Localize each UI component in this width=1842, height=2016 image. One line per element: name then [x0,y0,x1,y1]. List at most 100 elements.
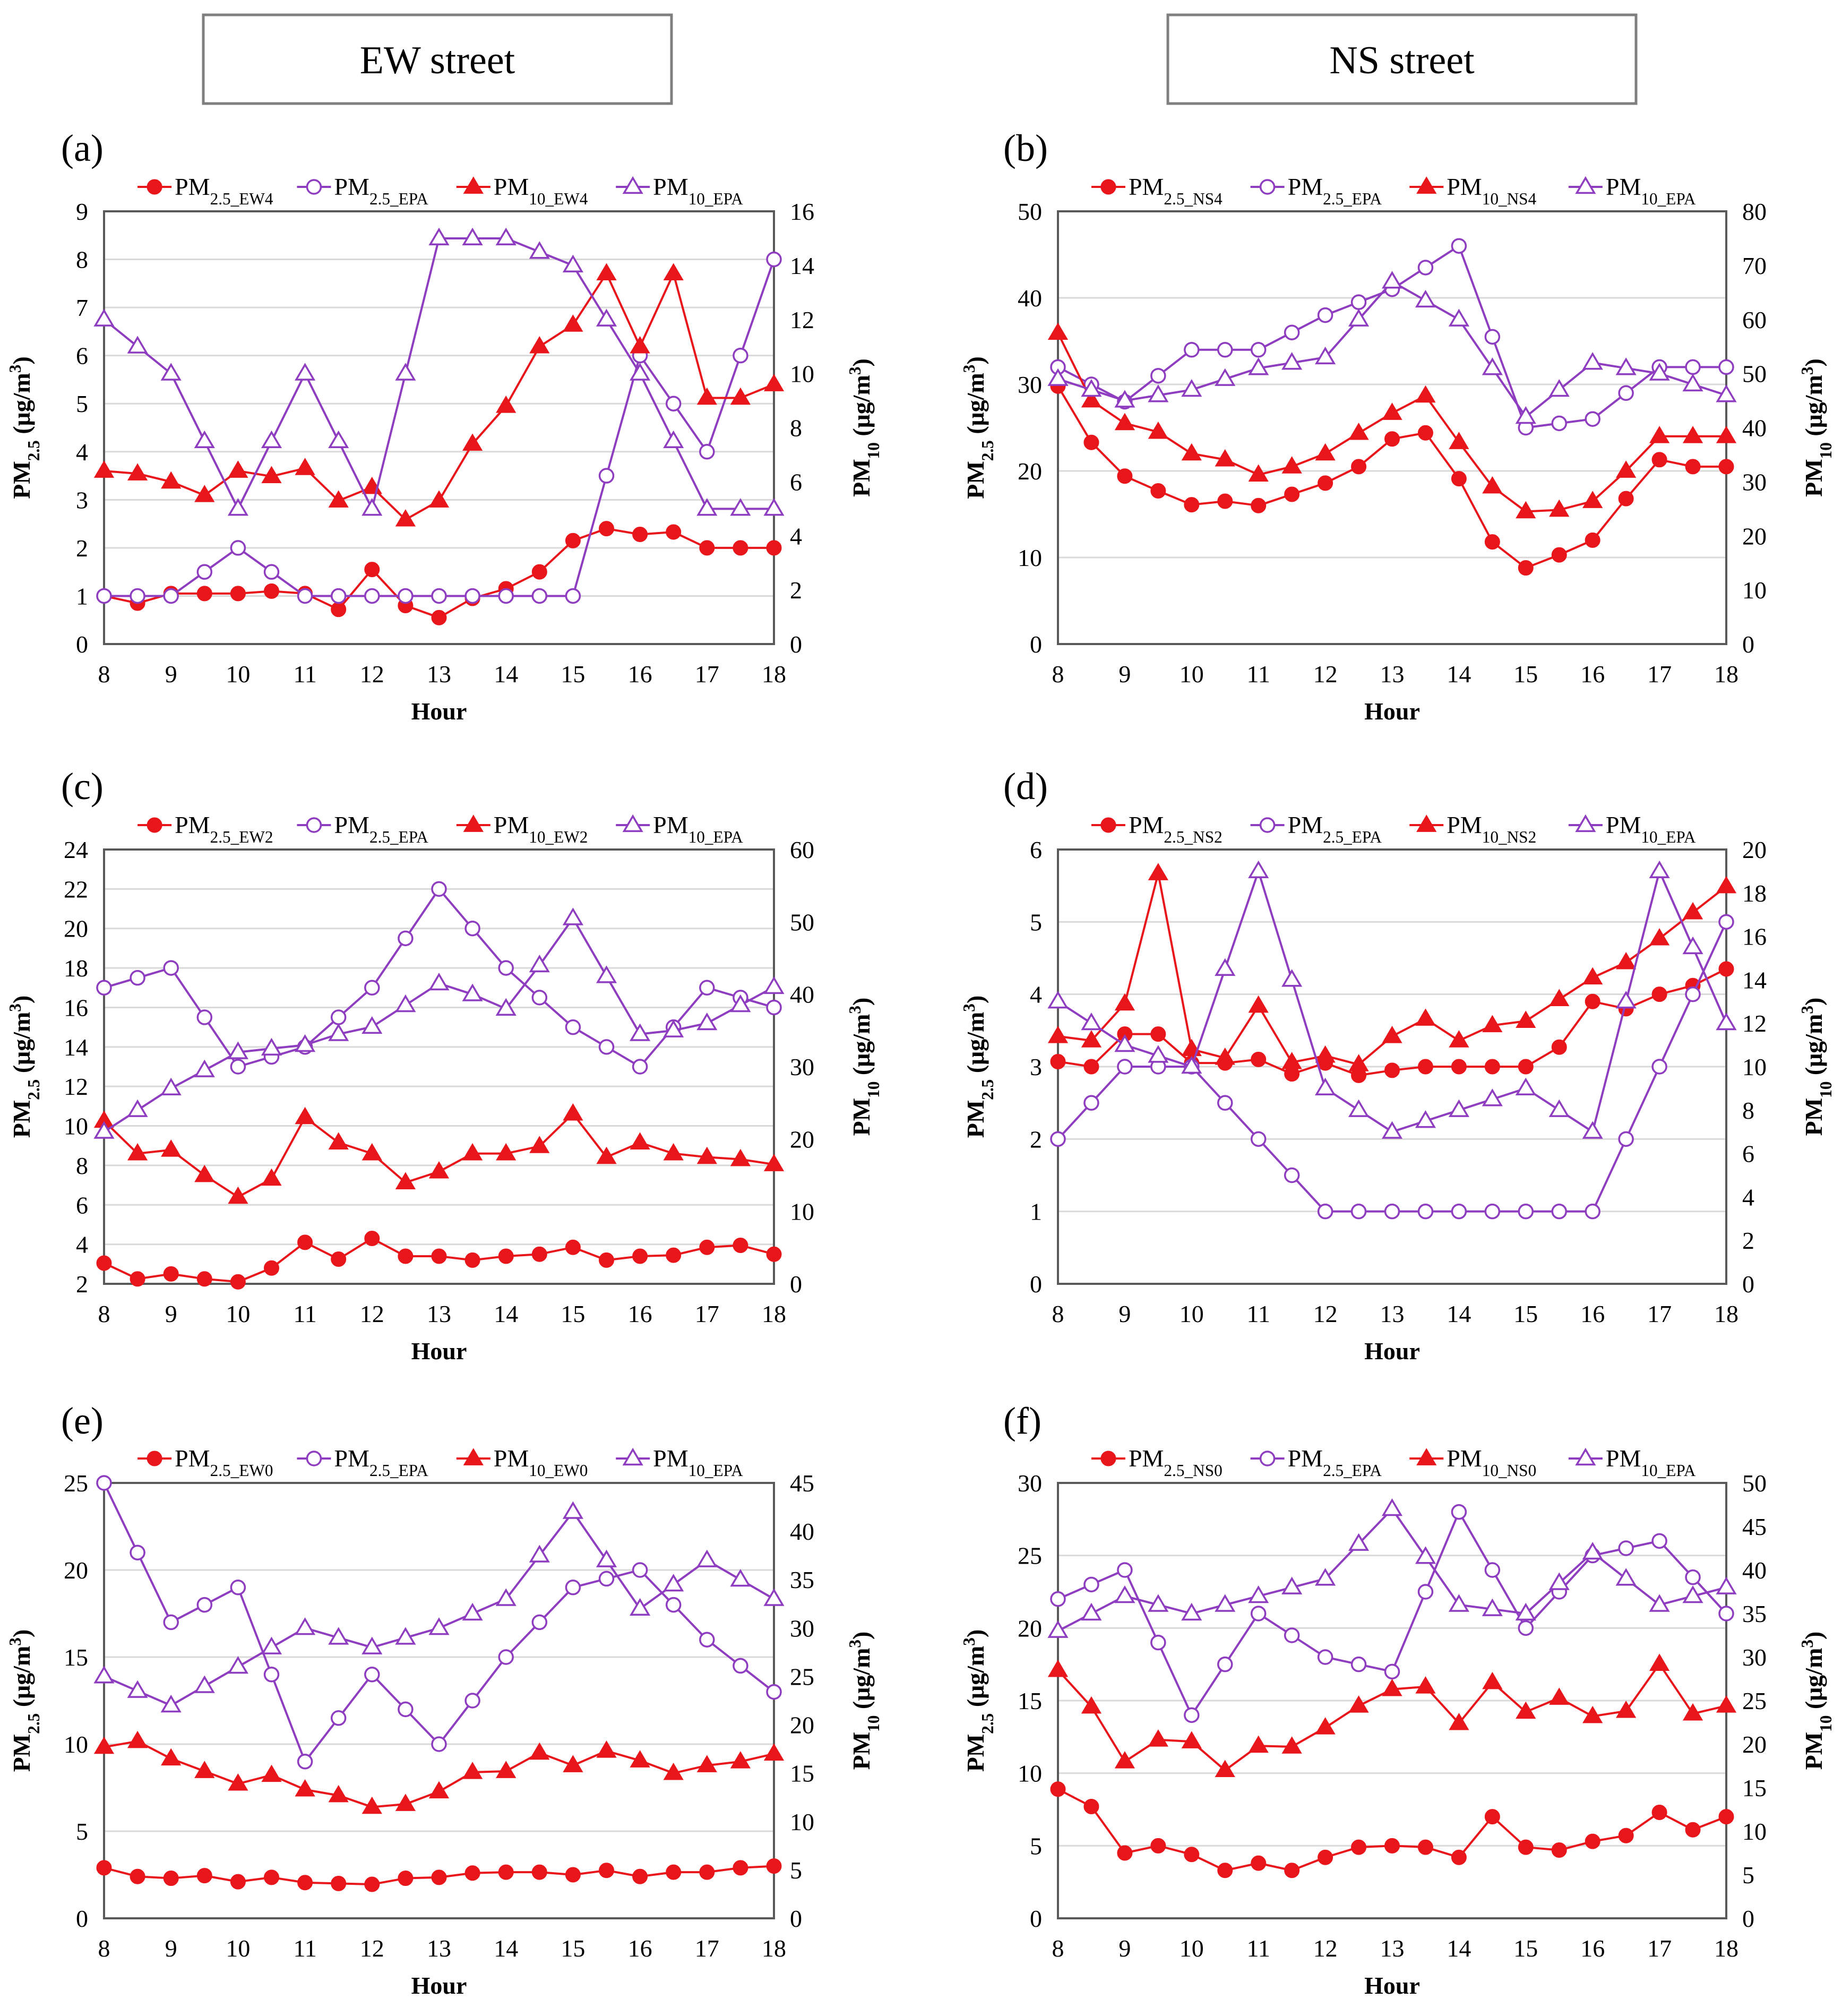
data-point [1384,1663,1400,1680]
data-point [1047,368,1069,386]
x-tick-label: 17 [695,1935,719,1962]
x-axis-title: Hour [411,1337,467,1365]
series-PM2.5_NS4 [1050,378,1734,576]
y2-tick-label: 45 [790,1470,814,1497]
data-point [127,1730,148,1748]
y2-tick-label: 14 [1742,966,1767,993]
data-point [1417,1584,1434,1600]
y2-tick-label: 40 [1742,1557,1767,1584]
y2-axis-title: PM10 (μg/m3) [846,358,883,497]
data-point [1315,443,1336,461]
y1-tick-label: 0 [1030,1271,1042,1298]
data-point [161,471,182,489]
data-point [766,1246,782,1262]
x-tick-label: 14 [494,1300,518,1327]
data-point [763,1743,785,1761]
data-point [462,1602,483,1621]
y2-tick-label: 5 [790,1857,802,1884]
y2-tick-label: 35 [1742,1600,1767,1627]
series-PM10_NS2 [1047,863,1737,1071]
data-point [295,1106,315,1125]
legend-marker [1259,817,1276,833]
data-point [196,1009,213,1025]
data-point [1551,1842,1567,1858]
data-point [1281,1736,1302,1754]
y1-tick-label: 25 [1018,1542,1042,1569]
legend-label: PM10_EPA [1606,811,1696,846]
y2-tick-label: 10 [1742,1053,1767,1080]
x-tick-label: 14 [1447,1935,1471,1962]
data-point [364,588,380,604]
data-point [663,430,684,449]
y1-axis-title: PM2.5 (μg/m3) [960,996,997,1138]
data-point [1582,1121,1603,1139]
series-PM10_EPA [1047,271,1737,424]
data-point [529,1742,550,1760]
data-point [196,564,213,580]
data-point [1516,1010,1536,1028]
data-point [1348,1054,1369,1071]
y2-tick-label: 35 [790,1566,814,1593]
y2-tick-label: 20 [1742,836,1767,863]
legend-label: PM2.5_EPA [334,1445,428,1480]
data-point [531,1246,547,1262]
legend-item-PM10_EW0: PM10_EW0 [456,1445,588,1480]
data-point [161,1748,182,1766]
y1-tick-label: 8 [76,246,88,273]
data-point [395,509,416,527]
data-point [630,1750,650,1768]
data-point [1618,1540,1634,1556]
legend-label: PM2.5_NS0 [1129,1445,1223,1480]
y2-tick-label: 4 [1742,1183,1754,1211]
data-point [230,1274,246,1290]
data-point [1250,1131,1267,1147]
data-point [1351,1839,1367,1855]
data-point [1651,1059,1667,1075]
y1-tick-label: 4 [76,439,88,466]
series-PM10_EW4 [93,263,785,527]
data-point [1284,1863,1300,1878]
data-point [1148,421,1168,439]
data-point [1284,1627,1300,1643]
data-point [763,498,785,516]
x-tick-label: 13 [427,1935,451,1962]
data-point [1449,1712,1469,1730]
legend-marker [1100,179,1116,195]
data-point [529,1545,550,1563]
data-point [431,1248,447,1264]
x-tick-label: 11 [1247,1935,1270,1962]
legend-item-PM10_NS2: PM10_NS2 [1409,811,1536,846]
data-point [562,907,583,925]
data-point [1451,238,1467,254]
x-tick-label: 16 [1580,1935,1605,1962]
data-point [666,1247,682,1263]
data-point [1047,1620,1069,1638]
legend-item-PM10_EPA: PM10_EPA [1568,1445,1696,1480]
data-point [498,1248,514,1264]
data-point [1415,1546,1436,1564]
data-point [1582,1542,1603,1560]
data-point [632,527,648,543]
data-point [1718,961,1734,977]
data-point [1050,1591,1066,1607]
y2-tick-label: 70 [1742,252,1767,279]
data-point [1281,456,1302,474]
x-tick-label: 8 [1052,1935,1064,1962]
legend-marker [1259,179,1276,195]
data-point [96,1860,112,1876]
y1-tick-label: 6 [76,342,88,370]
legend-label: PM2.5_NS2 [1129,811,1223,846]
y2-tick-label: 14 [790,252,814,279]
legend-label: PM10_EPA [653,173,743,208]
data-point [632,1248,648,1264]
legend-marker [147,1451,162,1466]
x-tick-label: 8 [1052,660,1064,688]
data-point [1515,1077,1536,1095]
y1-tick-label: 20 [64,1557,88,1584]
data-point [1685,1569,1701,1585]
x-tick-label: 11 [293,660,316,688]
legend-item-PM2.5_NS0: PM2.5_NS0 [1091,1445,1223,1480]
data-point [1649,426,1670,443]
data-point [696,1146,717,1164]
legend-label: PM2.5_EPA [334,811,428,846]
